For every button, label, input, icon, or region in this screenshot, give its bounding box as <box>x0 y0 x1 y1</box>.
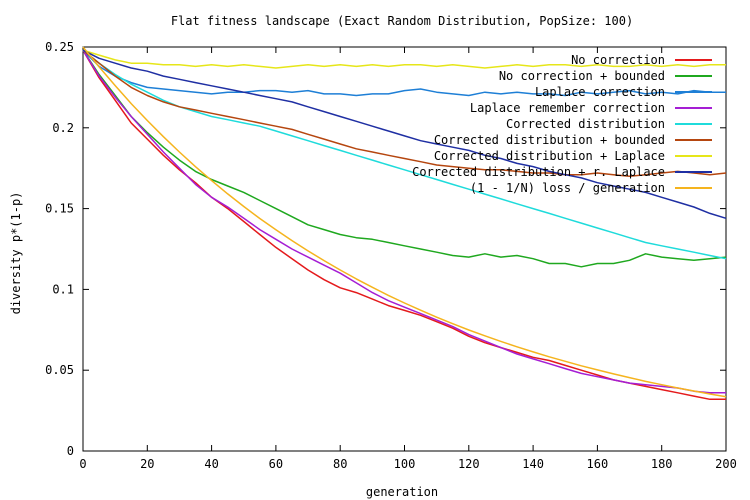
axis-ticks: 0 20 40 60 80 100 120 140 160 180 200 0 0.05 0.1 0.15 0… <box>45 40 737 471</box>
legend-label: Corrected distribution <box>506 117 665 131</box>
x-tick-label: 20 <box>140 457 154 471</box>
x-axis-label: generation <box>366 485 438 499</box>
series-line-2 <box>82 49 727 268</box>
y-tick-label: 0.1 <box>52 282 74 296</box>
x-tick-label: 140 <box>522 457 544 471</box>
x-tick-label: 180 <box>651 457 673 471</box>
series-line-8 <box>82 49 727 220</box>
y-tick-label: 0.2 <box>52 121 74 135</box>
series-line-6 <box>82 49 727 178</box>
legend-label: No correction <box>571 53 665 67</box>
x-tick-label: 100 <box>394 457 416 471</box>
series-line-5 <box>82 49 727 260</box>
y-tick-label: 0 <box>67 444 74 458</box>
series-line-7 <box>82 49 726 69</box>
legend-label: Corrected distribution + r. Laplace <box>412 165 665 179</box>
series-line-9 <box>82 46 727 398</box>
legend-label: Corrected distribution + bounded <box>434 133 665 147</box>
y-tick-label: 0.25 <box>45 40 74 54</box>
series-line-4 <box>82 49 726 394</box>
legend-label: No correction + bounded <box>499 69 665 83</box>
chart-title: Flat fitness landscape (Exact Random Dis… <box>171 14 633 28</box>
x-tick-label: 40 <box>204 457 218 471</box>
x-tick-label: 160 <box>587 457 609 471</box>
legend: No correction No correction + bounded Lapl… <box>412 53 712 195</box>
legend-label: Laplace correction <box>535 85 665 99</box>
x-tick-label: 200 <box>715 457 737 471</box>
x-tick-label: 0 <box>79 457 86 471</box>
x-tick-label: 80 <box>333 457 347 471</box>
legend-label: (1 - 1/N) loss / generation <box>470 181 665 195</box>
y-axis-label: diversity p*(1-p) <box>9 192 23 315</box>
y-tick-label: 0.15 <box>45 202 74 216</box>
series-layer <box>82 46 727 401</box>
legend-label: Corrected distribution + Laplace <box>434 149 665 163</box>
legend-label: Laplace remember correction <box>470 101 665 115</box>
y-tick-label: 0.05 <box>45 363 74 377</box>
x-tick-label: 60 <box>269 457 283 471</box>
x-tick-label: 120 <box>458 457 480 471</box>
series-line-3 <box>82 49 726 97</box>
